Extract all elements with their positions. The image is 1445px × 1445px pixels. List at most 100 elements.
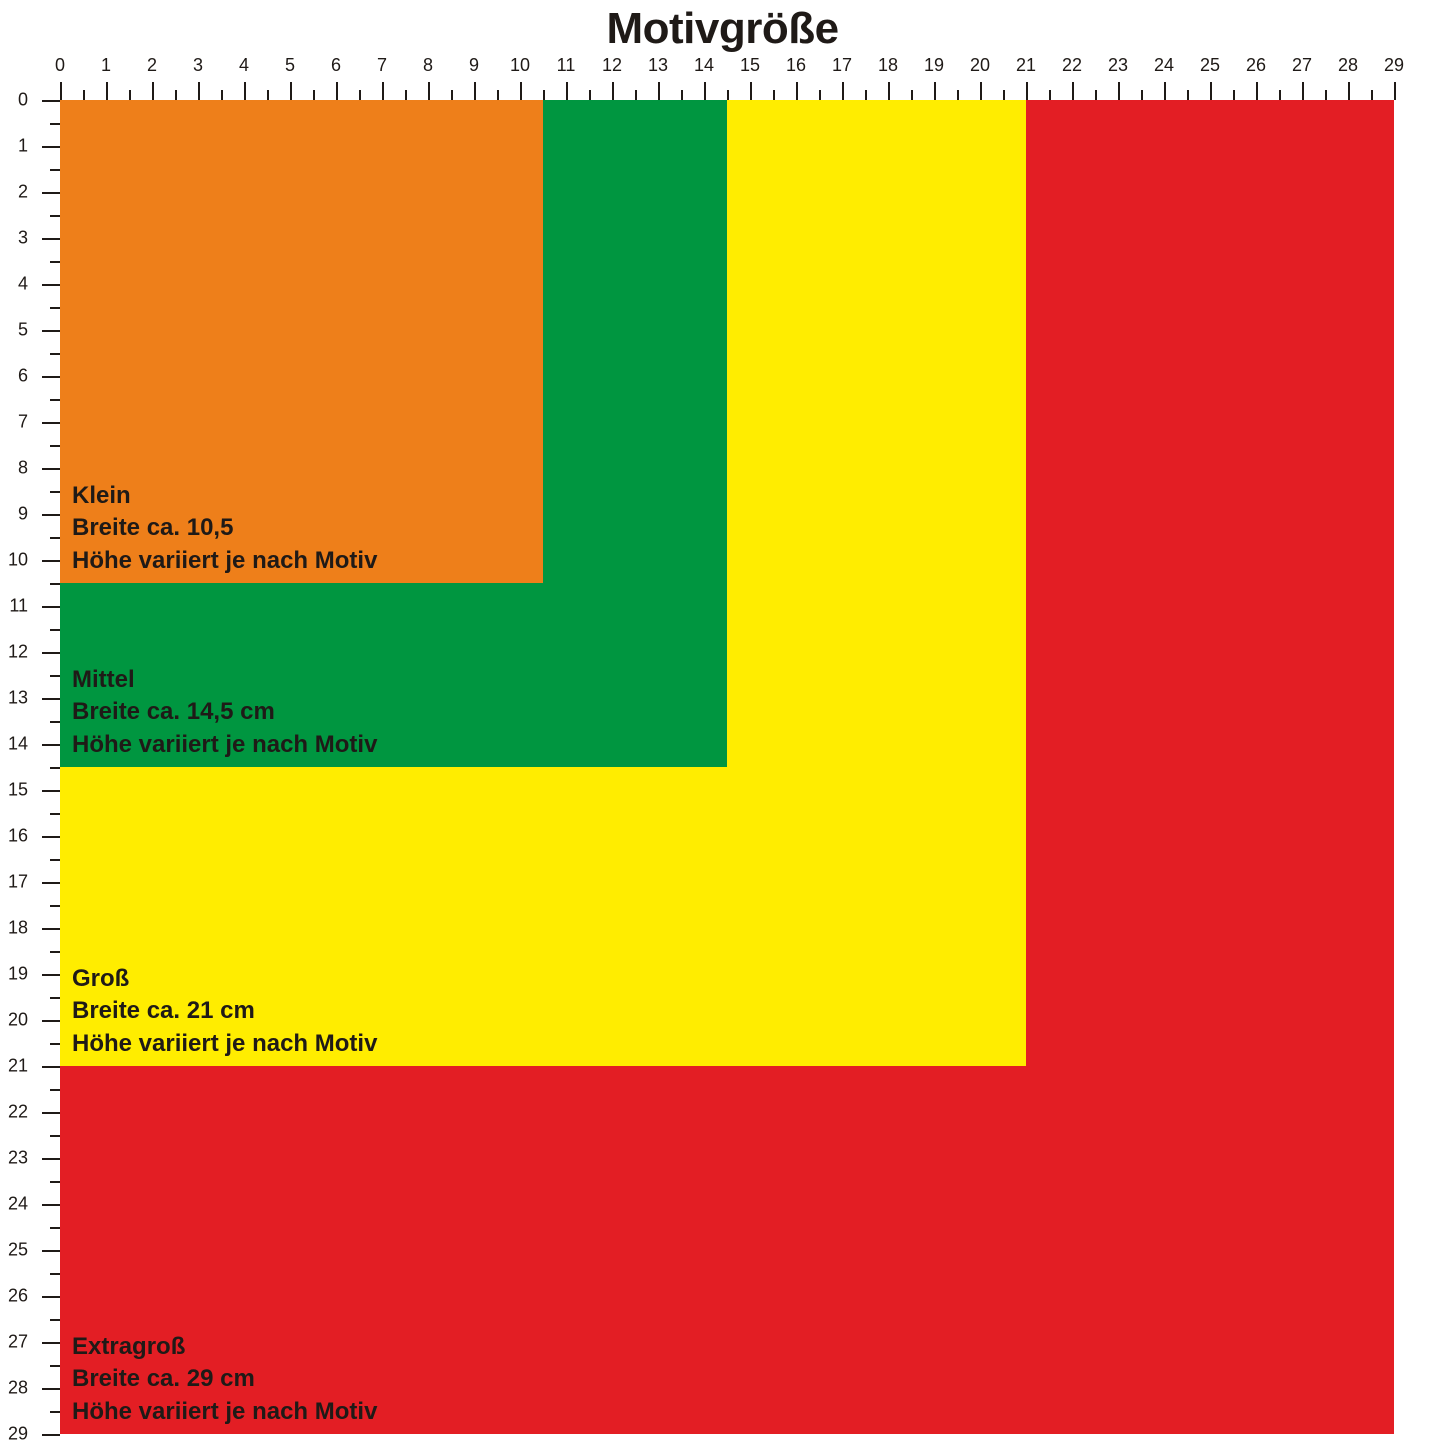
plot-area: ExtragroßBreite ca. 29 cmHöhe variiert j…	[60, 100, 1430, 1445]
ruler-left-number: 24	[8, 1194, 28, 1215]
ruler-top-number: 20	[970, 55, 990, 76]
ruler-top-tick-minor	[313, 90, 315, 100]
ruler-top-tick-major	[704, 82, 706, 100]
ruler-top-number: 15	[740, 55, 760, 76]
ruler-left-tick-minor	[50, 1181, 60, 1183]
ruler-left-tick-major	[42, 1434, 60, 1436]
ruler-top-tick-minor	[1003, 90, 1005, 100]
ruler-left-number: 11	[9, 596, 28, 617]
ruler-top-tick-minor	[129, 90, 131, 100]
ruler-left-tick-major	[42, 836, 60, 838]
ruler-top-tick-major	[750, 82, 752, 100]
ruler-left-tick-minor	[50, 491, 60, 493]
ruler-left-number: 0	[18, 90, 28, 111]
size-label: KleinBreite ca. 10,5Höhe variiert je nac…	[72, 480, 377, 577]
size-diagram: Motivgröße 01234567891011121314151617181…	[0, 0, 1445, 1445]
ruler-top-tick-major	[1302, 82, 1304, 100]
ruler-left-tick-minor	[50, 1273, 60, 1275]
size-label-line: Breite ca. 29 cm	[72, 1363, 377, 1395]
ruler-top-number: 5	[285, 55, 295, 76]
ruler-left-number: 1	[18, 136, 28, 157]
ruler-top-number: 27	[1292, 55, 1312, 76]
ruler-left-tick-minor	[50, 1319, 60, 1321]
ruler-left-tick-minor	[50, 123, 60, 125]
ruler-vertical: 0123456789101112131415161718192021222324…	[0, 100, 60, 1445]
size-label-line: Klein	[72, 480, 377, 512]
ruler-left-tick-major	[42, 1158, 60, 1160]
ruler-top-number: 10	[510, 55, 530, 76]
ruler-left-tick-minor	[50, 1135, 60, 1137]
ruler-left-tick-minor	[50, 675, 60, 677]
ruler-top-number: 25	[1200, 55, 1220, 76]
ruler-top-number: 23	[1108, 55, 1128, 76]
ruler-left-number: 26	[8, 1286, 28, 1307]
ruler-top-tick-minor	[635, 90, 637, 100]
ruler-left-tick-minor	[50, 1227, 60, 1229]
ruler-left-number: 14	[8, 734, 28, 755]
size-square-klein: KleinBreite ca. 10,5Höhe variiert je nac…	[60, 100, 543, 583]
ruler-top-number: 2	[147, 55, 157, 76]
ruler-top-number: 19	[924, 55, 944, 76]
ruler-top-tick-major	[1026, 82, 1028, 100]
ruler-top-number: 24	[1154, 55, 1174, 76]
ruler-top-tick-major	[980, 82, 982, 100]
ruler-top-tick-minor	[405, 90, 407, 100]
ruler-left-number: 6	[18, 366, 28, 387]
ruler-top-tick-major	[612, 82, 614, 100]
ruler-left-tick-minor	[50, 169, 60, 171]
ruler-top-tick-major	[796, 82, 798, 100]
ruler-top-tick-minor	[1371, 90, 1373, 100]
ruler-left-tick-major	[42, 928, 60, 930]
ruler-top-number: 18	[878, 55, 898, 76]
size-label-line: Breite ca. 21 cm	[72, 995, 377, 1027]
ruler-left-tick-minor	[50, 307, 60, 309]
ruler-top-number: 8	[423, 55, 433, 76]
ruler-left-tick-major	[42, 652, 60, 654]
ruler-left-tick-major	[42, 744, 60, 746]
ruler-top-number: 11	[557, 55, 576, 76]
diagram-title: Motivgröße	[0, 4, 1445, 54]
ruler-top-tick-major	[934, 82, 936, 100]
ruler-top-tick-major	[842, 82, 844, 100]
ruler-top-tick-minor	[1233, 90, 1235, 100]
ruler-top-number: 1	[101, 55, 111, 76]
size-label-line: Höhe variiert je nach Motiv	[72, 729, 377, 761]
ruler-left-tick-major	[42, 1066, 60, 1068]
ruler-left-tick-minor	[50, 1411, 60, 1413]
ruler-top-tick-minor	[1095, 90, 1097, 100]
ruler-left-tick-major	[42, 1112, 60, 1114]
ruler-left-number: 7	[18, 412, 28, 433]
ruler-top-number: 7	[377, 55, 387, 76]
size-label: GroßBreite ca. 21 cmHöhe variiert je nac…	[72, 963, 377, 1060]
ruler-top-tick-major	[198, 82, 200, 100]
ruler-left-tick-major	[42, 1388, 60, 1390]
ruler-top-tick-major	[106, 82, 108, 100]
ruler-left-tick-major	[42, 146, 60, 148]
ruler-left-tick-major	[42, 1296, 60, 1298]
ruler-left-number: 29	[8, 1424, 28, 1445]
ruler-left-tick-major	[42, 1204, 60, 1206]
ruler-top-tick-minor	[175, 90, 177, 100]
ruler-left-tick-minor	[50, 537, 60, 539]
ruler-top-tick-major	[520, 82, 522, 100]
ruler-left-number: 2	[18, 182, 28, 203]
ruler-left-number: 9	[18, 504, 28, 525]
ruler-left-number: 21	[8, 1056, 28, 1077]
ruler-top-tick-minor	[681, 90, 683, 100]
ruler-left-tick-minor	[50, 445, 60, 447]
ruler-top-number: 13	[648, 55, 668, 76]
ruler-top-tick-major	[1256, 82, 1258, 100]
ruler-left-tick-major	[42, 468, 60, 470]
size-label-line: Breite ca. 14,5 cm	[72, 696, 377, 728]
ruler-top-tick-minor	[267, 90, 269, 100]
ruler-left-tick-minor	[50, 353, 60, 355]
size-label: MittelBreite ca. 14,5 cmHöhe variiert je…	[72, 664, 377, 761]
ruler-left-number: 17	[8, 872, 28, 893]
ruler-top-tick-major	[428, 82, 430, 100]
ruler-left-number: 16	[8, 826, 28, 847]
size-label-line: Mittel	[72, 664, 377, 696]
ruler-top-tick-minor	[819, 90, 821, 100]
ruler-left-number: 5	[18, 320, 28, 341]
ruler-top-tick-major	[336, 82, 338, 100]
ruler-left-number: 4	[18, 274, 28, 295]
